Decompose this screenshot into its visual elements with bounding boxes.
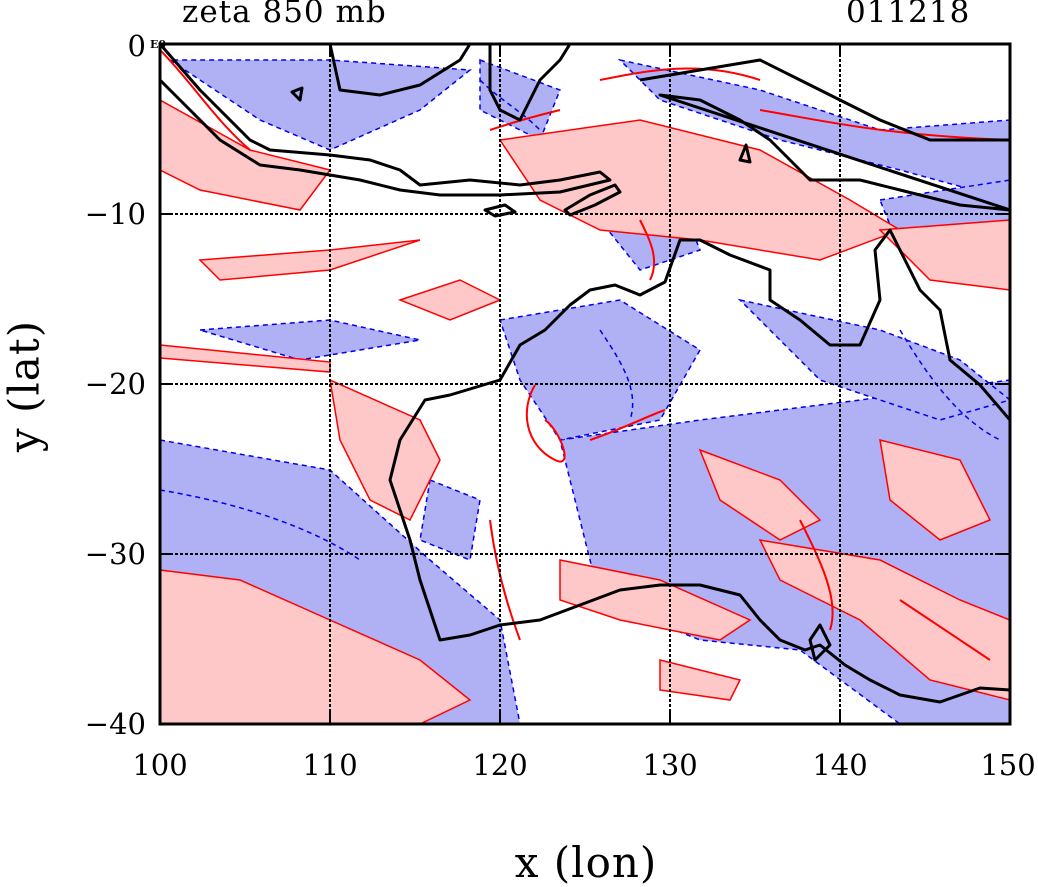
y-axis-label: y (lat): [0, 319, 49, 453]
y-tick-label: −10: [84, 197, 146, 231]
x-tick-label: 100: [132, 748, 188, 782]
exponent-tag: E0: [150, 38, 167, 51]
sumatra-java-coastline: [160, 44, 612, 197]
sulawesi-coastline: [488, 44, 572, 122]
positive-vorticity-contours: [160, 49, 1010, 661]
y-tick-label: −40: [84, 707, 146, 741]
vorticity-field: [160, 44, 1010, 724]
positive-vorticity-fill: [160, 99, 1010, 724]
island-coastline: [738, 143, 752, 164]
island-coastline: [290, 86, 304, 102]
y-tick-label: 0: [127, 29, 146, 63]
date-code: 011218: [846, 0, 971, 30]
borneo-coastline: [328, 44, 472, 97]
x-tick-label: 120: [472, 748, 528, 782]
x-axis-label: x (lon): [514, 838, 658, 887]
x-tick-label: 140: [812, 748, 868, 782]
field-title: zeta 850 mb: [182, 0, 387, 30]
graticule: [160, 44, 1010, 724]
x-tick-label: 110: [302, 748, 358, 782]
y-tick-label: −20: [84, 367, 146, 401]
tasmania-coastline: [808, 623, 832, 662]
tick-marks: [160, 44, 1010, 724]
x-tick-label: 150: [980, 748, 1036, 782]
y-tick-label: −30: [84, 537, 146, 571]
x-tick-label: 130: [642, 748, 698, 782]
negative-vorticity-contours: [160, 79, 1001, 561]
